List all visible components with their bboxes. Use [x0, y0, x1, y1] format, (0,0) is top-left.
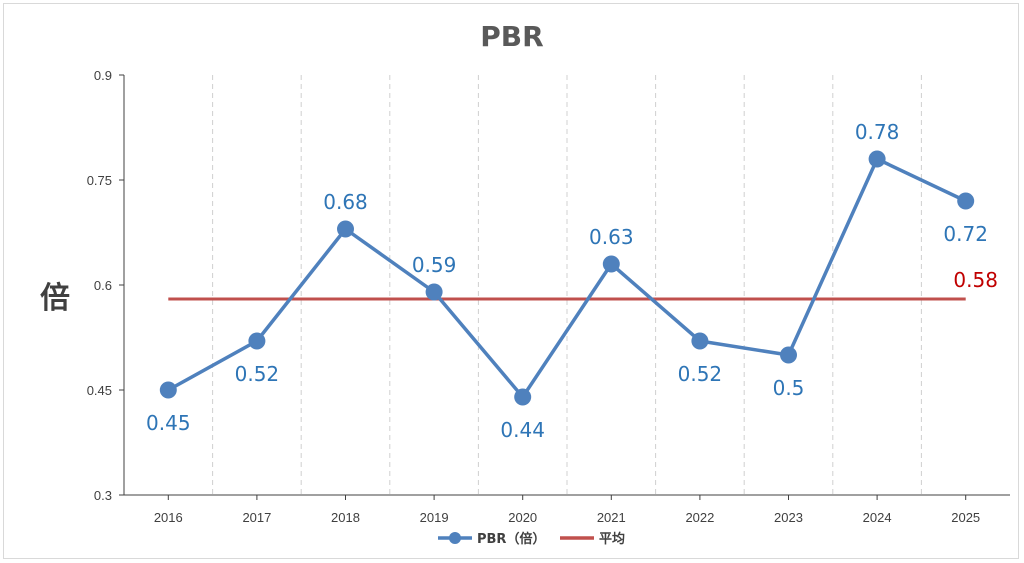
pbr-point [957, 192, 975, 210]
pbr-data-label: 0.52 [678, 362, 723, 386]
pbr-data-label: 0.59 [412, 253, 457, 277]
pbr-point [602, 255, 620, 273]
pbr-data-label: 0.5 [773, 376, 805, 400]
pbr-point [514, 388, 532, 406]
pbr-point [248, 332, 266, 350]
data-labels: 0.45 0.52 0.68 0.59 0.44 0.63 0.52 0.5 0.78 0.72 [146, 120, 988, 442]
x-tick-label: 2019 [420, 510, 449, 525]
pbr-data-label: 0.52 [235, 362, 280, 386]
y-tick-label: 0.3 [94, 488, 112, 503]
pbr-data-label: 0.63 [589, 225, 634, 249]
x-tick-label: 2022 [685, 510, 714, 525]
legend-average-label: 平均 [599, 531, 625, 547]
pbr-data-label: 0.45 [146, 411, 191, 435]
x-tick-label: 2018 [331, 510, 360, 525]
y-tick-label: 0.75 [87, 173, 112, 188]
pbr-line [167, 157, 967, 399]
x-tick-label: 2024 [863, 510, 892, 525]
pbr-data-label: 0.68 [323, 190, 368, 214]
y-tick-label: 0.6 [94, 278, 112, 293]
pbr-point [868, 150, 886, 168]
x-tick-label: 2023 [774, 510, 803, 525]
y-tick-label: 0.9 [94, 68, 112, 83]
pbr-point [780, 346, 797, 364]
pbr-data-label: 0.44 [500, 418, 545, 442]
x-tick-label: 2017 [242, 510, 271, 525]
legend-pbr-label: PBR（倍） [477, 531, 545, 547]
chart-area [3, 3, 1019, 559]
chart-title: PBR [480, 20, 543, 53]
x-tick-label: 2020 [508, 510, 537, 525]
x-tick-label: 2025 [951, 510, 980, 525]
pbr-data-label: 0.72 [943, 222, 988, 246]
x-tick-label: 2021 [597, 510, 626, 525]
average-series: 0.58 [168, 268, 998, 301]
legend-pbr-marker [449, 532, 461, 544]
x-tick-labels: 2016 2017 2018 2019 2020 2021 2022 2023 2024 2025 [154, 510, 980, 525]
average-data-label: 0.58 [953, 268, 998, 292]
y-tick-label: 0.45 [87, 383, 112, 398]
axes [119, 74, 1010, 500]
pbr-point [337, 220, 354, 238]
vertical-gridlines [212, 75, 922, 495]
y-axis-label: 倍 [40, 281, 70, 316]
legend: PBR（倍） 平均 [438, 531, 625, 547]
pbr-point [425, 283, 443, 301]
pbr-data-label: 0.78 [855, 120, 900, 144]
y-tick-labels: 0.3 0.45 0.6 0.75 0.9 [87, 68, 112, 503]
pbr-point [691, 332, 709, 350]
pbr-series [159, 150, 975, 406]
x-tick-label: 2016 [154, 510, 183, 525]
pbr-point [159, 381, 177, 399]
